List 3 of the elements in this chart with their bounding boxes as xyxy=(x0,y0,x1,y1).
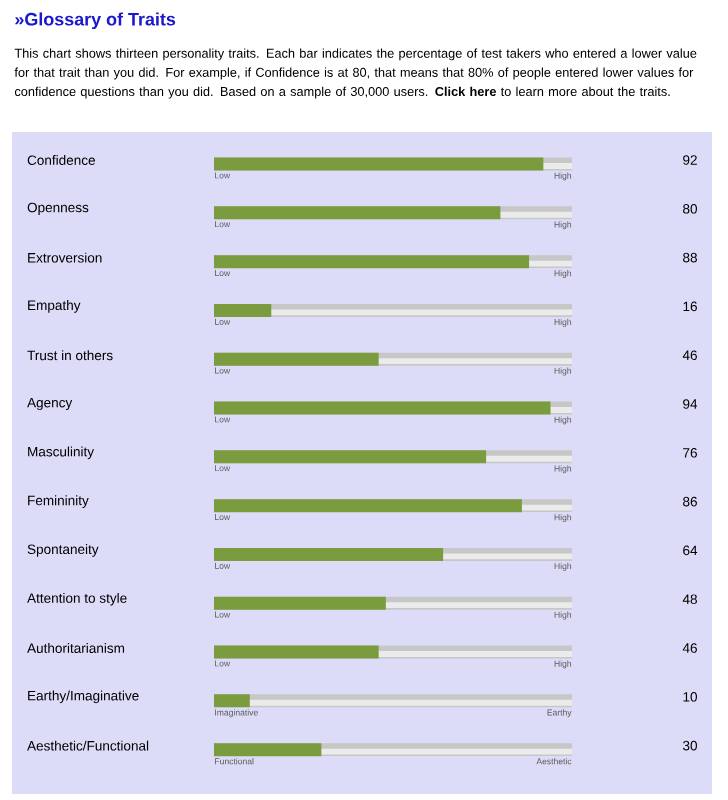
chart-title: »Glossary of Traits xyxy=(15,12,176,30)
bar xyxy=(214,303,272,317)
bar xyxy=(214,694,250,708)
